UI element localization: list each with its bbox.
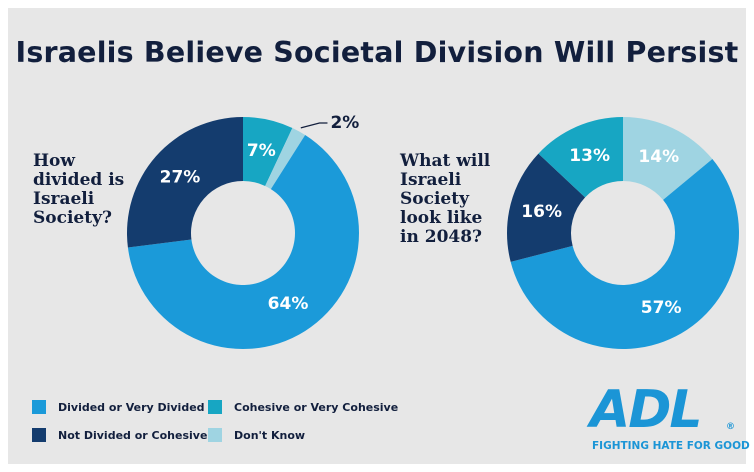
legend-item-divided: Divided or Very Divided bbox=[32, 400, 205, 414]
legend-label: Cohesive or Very Cohesive bbox=[234, 400, 399, 414]
slice-value-label: 14% bbox=[638, 147, 679, 167]
donut-slice-cohesive-or-very-cohesive bbox=[538, 117, 623, 198]
donut-chart-1: 7% 2% 64% 27% bbox=[127, 113, 359, 350]
slice-value-label: 27% bbox=[160, 167, 201, 187]
slice-value-label: 16% bbox=[521, 202, 562, 222]
legend-label: Not Divided or Cohesive bbox=[58, 428, 208, 442]
donut-slice-divided-or-very-divided bbox=[510, 159, 739, 349]
legend-label: Divided or Very Divided bbox=[58, 400, 205, 414]
legend-label: Don't Know bbox=[234, 428, 306, 442]
donut-2-question: What will Israeli Society look like in 2… bbox=[400, 151, 491, 247]
legend-swatch bbox=[32, 428, 46, 442]
legend-swatch bbox=[208, 428, 222, 442]
registered-mark: ® bbox=[726, 422, 735, 432]
slice-value-label: 13% bbox=[569, 146, 610, 166]
donut-slice-divided-or-very-divided bbox=[127, 135, 359, 350]
donut-slice-not-divided-or-cohesive bbox=[507, 153, 586, 262]
donut-chart-2: 14% 57% 16% 13% bbox=[507, 117, 739, 349]
donut-1-question: How divided is Israeli Society? bbox=[33, 151, 125, 228]
donut-slice-not-divided-or-cohesive bbox=[127, 117, 243, 248]
slice-value-label: 64% bbox=[268, 294, 309, 314]
callout-line bbox=[300, 122, 328, 129]
legend-item-cohesive: Cohesive or Very Cohesive bbox=[208, 400, 398, 414]
legend-item-dont-know: Don't Know bbox=[208, 428, 305, 442]
logo-wordmark: ADL bbox=[590, 380, 703, 440]
donut-slice-don-t-know bbox=[623, 117, 713, 200]
logo-tagline: FIGHTING HATE FOR GOOD bbox=[592, 440, 750, 452]
donut-slice-don-t-know bbox=[265, 128, 306, 190]
slice-value-label: 2% bbox=[330, 113, 359, 133]
adl-logo: ADL ® FIGHTING HATE FOR GOOD bbox=[590, 380, 750, 457]
legend-swatch bbox=[32, 400, 46, 414]
slice-value-label: 7% bbox=[247, 141, 276, 161]
slice-value-label: 57% bbox=[641, 298, 682, 318]
legend-swatch bbox=[208, 400, 222, 414]
donut-slice-cohesive-or-very-cohesive bbox=[243, 117, 293, 186]
chart-title: Israelis Believe Societal Division Will … bbox=[15, 36, 739, 69]
legend-item-not-divided: Not Divided or Cohesive bbox=[32, 428, 207, 442]
